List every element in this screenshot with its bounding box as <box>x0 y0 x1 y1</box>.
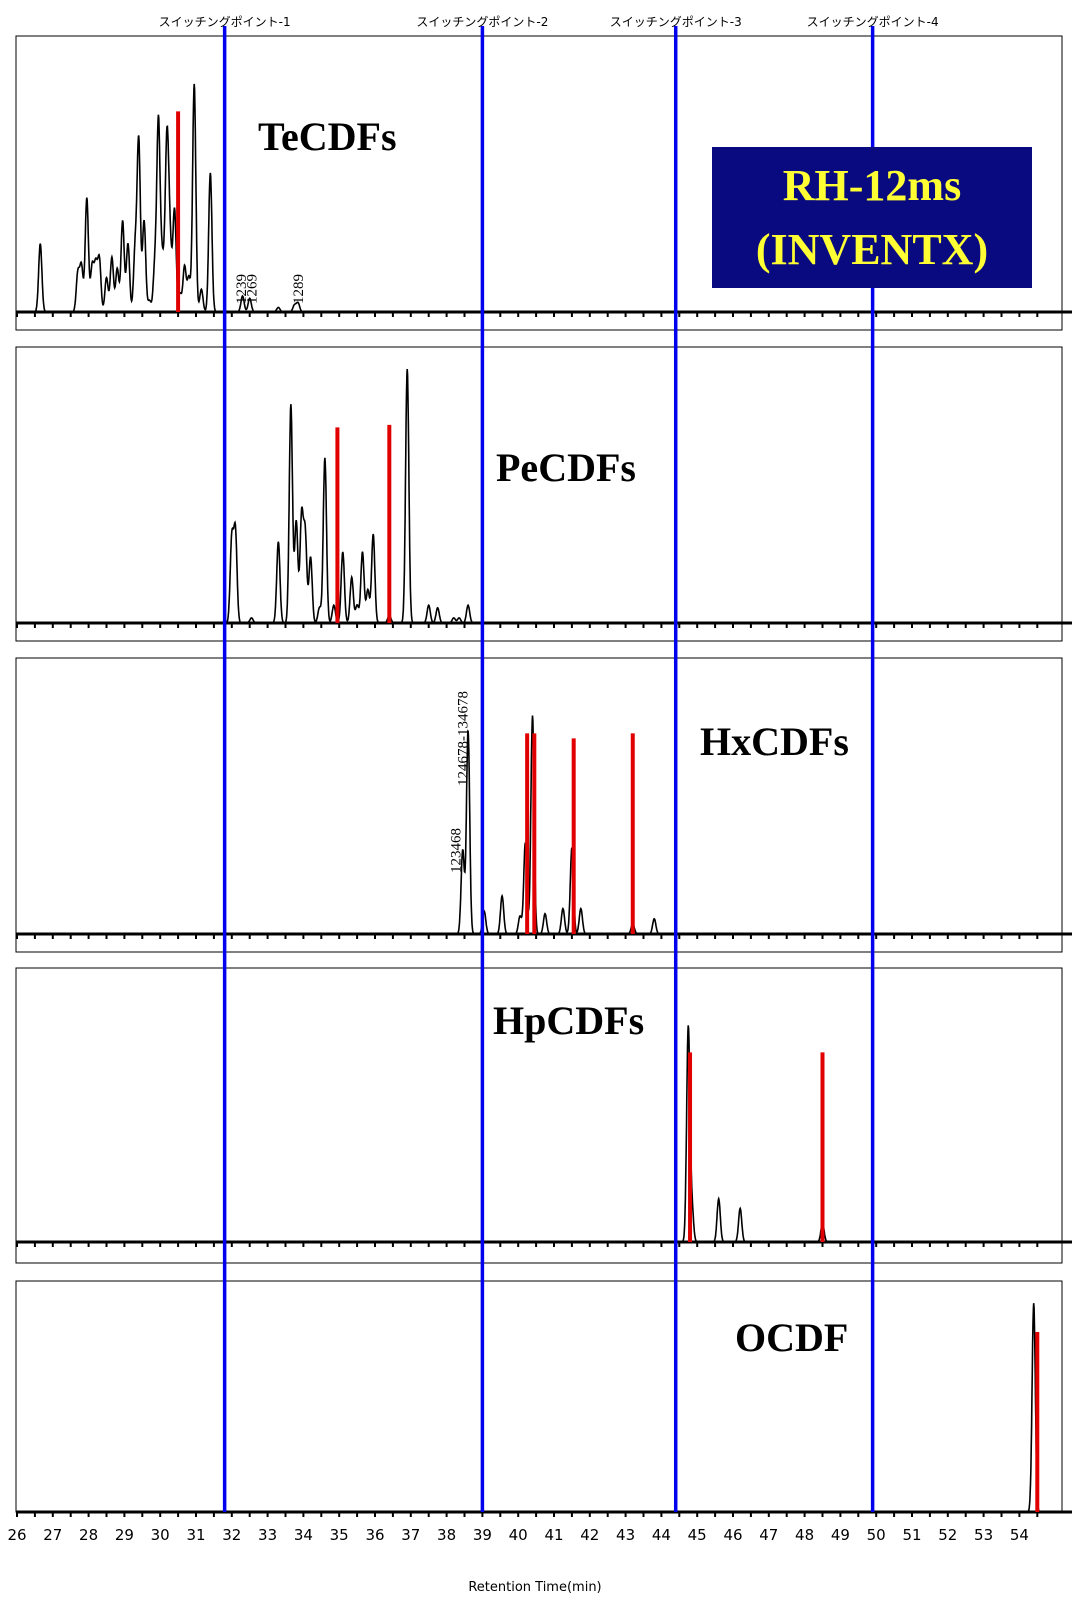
switching-point-label: スイッチングポイント-1 <box>159 15 291 29</box>
x-tick-label: 34 <box>294 1526 313 1544</box>
x-tick-label: 41 <box>544 1526 563 1544</box>
peak-label: 1269 <box>244 274 260 304</box>
panel-hpcdfs: HpCDFs <box>15 967 1072 1264</box>
x-tick-label: 33 <box>258 1526 277 1544</box>
panel-frame <box>15 1280 1063 1513</box>
panel-title: HxCDFs <box>700 719 849 764</box>
x-tick-label: 50 <box>867 1526 886 1544</box>
peak-label: 124678-134678 <box>456 691 472 786</box>
x-tick-label: 28 <box>79 1526 98 1544</box>
x-axis-title: Retention Time(min) <box>468 1580 601 1595</box>
chromatogram-trace <box>20 1025 1045 1243</box>
peak-label: 1239 <box>234 274 250 304</box>
panel-frame <box>15 657 1063 953</box>
x-tick-label: 43 <box>616 1526 635 1544</box>
x-tick-label: 37 <box>401 1526 420 1544</box>
column-title-line: RH-12ms <box>783 161 961 210</box>
panel-pecdfs: PeCDFs <box>15 346 1072 642</box>
x-tick-label: 29 <box>115 1526 134 1544</box>
x-tick-label: 38 <box>437 1526 456 1544</box>
x-axis-layer: 26 27 28 29 30 31 32 33 34 35 36 37 38 39 40 41 42 43 44 45… <box>7 1526 1028 1595</box>
chromatogram-trace <box>20 368 1045 624</box>
panel-title: PeCDFs <box>496 445 636 490</box>
overlay-layer: RH-12ms (INVENTX) <box>712 147 1032 288</box>
panel-frame <box>15 967 1063 1264</box>
x-tick-label: 45 <box>688 1526 707 1544</box>
x-tick-label: 44 <box>652 1526 671 1544</box>
x-tick-label: 26 <box>7 1526 26 1544</box>
panel-title: TeCDFs <box>258 114 397 159</box>
column-title-line: (INVENTX) <box>756 225 988 274</box>
x-tick-label: 52 <box>938 1526 957 1544</box>
x-tick-label: 54 <box>1010 1526 1029 1544</box>
chromatogram-trace <box>20 1303 1045 1513</box>
panel-frame <box>15 35 1063 331</box>
switching-point-label: スイッチングポイント-3 <box>610 15 742 29</box>
peak-label: 123468 <box>449 828 465 873</box>
peak-label: 1289 <box>291 274 307 304</box>
x-tick-label: 46 <box>723 1526 742 1544</box>
x-tick-label: 49 <box>831 1526 850 1544</box>
panel-hxcdfs: HxCDFs 123468 124678-134678 <box>15 657 1072 953</box>
x-tick-label: 47 <box>759 1526 778 1544</box>
panel-title: HpCDFs <box>493 998 644 1043</box>
x-tick-label: 40 <box>509 1526 528 1544</box>
x-tick-label: 39 <box>473 1526 492 1544</box>
x-tick-label: 48 <box>795 1526 814 1544</box>
x-tick-label: 42 <box>580 1526 599 1544</box>
switching-point-label: スイッチングポイント-4 <box>807 15 939 29</box>
panel-frame <box>15 346 1063 642</box>
x-tick-label: 35 <box>330 1526 349 1544</box>
x-tick-label: 30 <box>151 1526 170 1544</box>
x-tick-label: 32 <box>222 1526 241 1544</box>
switching-point-label: スイッチングポイント-2 <box>416 15 548 29</box>
x-tick-label: 27 <box>43 1526 62 1544</box>
x-tick-label: 53 <box>974 1526 993 1544</box>
x-tick-label: 36 <box>365 1526 384 1544</box>
panel-ocdf: OCDF <box>15 1280 1072 1517</box>
x-tick-label: 31 <box>186 1526 205 1544</box>
column-title-box <box>712 147 1032 288</box>
x-tick-label: 51 <box>902 1526 921 1544</box>
panel-title: OCDF <box>735 1315 848 1360</box>
